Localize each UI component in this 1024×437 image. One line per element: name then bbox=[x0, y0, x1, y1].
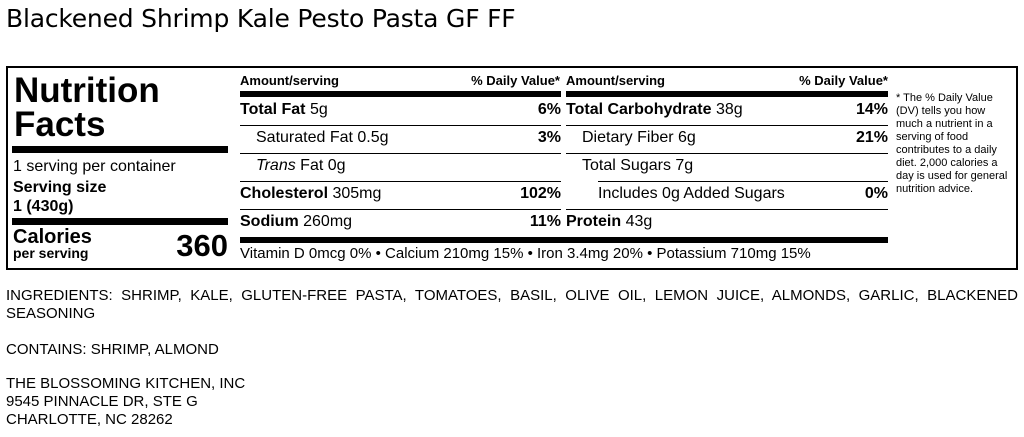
nutrient-amount: 7g bbox=[675, 157, 694, 174]
nutrient-amount: 260mg bbox=[303, 213, 353, 230]
daily-value-footnote: * The % Daily Value (DV) tells you how m… bbox=[896, 92, 1008, 195]
calories-label: Calories per serving bbox=[13, 226, 92, 261]
product-title: Blackened Shrimp Kale Pesto Pasta GF FF bbox=[6, 4, 516, 33]
nutrient-amount: 5g bbox=[309, 101, 328, 118]
nutrition-facts-heading: Nutrition Facts bbox=[14, 71, 160, 144]
row-divider bbox=[598, 181, 888, 182]
nutrient-row-cholesterol: Cholesterol 305mg 102% bbox=[240, 181, 561, 209]
nutrient-name: Total Carbohydrate bbox=[566, 101, 712, 118]
nutrient-name-italic: Trans bbox=[256, 157, 296, 174]
vitamins-minerals-line: Vitamin D 0mcg 0% • Calcium 210mg 15% • … bbox=[240, 245, 811, 262]
calories-sub-label: per serving bbox=[13, 245, 89, 261]
nutrient-amount: 38g bbox=[715, 101, 743, 118]
calories-label-text: Calories bbox=[13, 226, 92, 248]
amount-header-right: Amount/serving bbox=[566, 73, 665, 88]
amount-header-left: Amount/serving bbox=[240, 73, 339, 88]
nutrition-facts-panel: Nutrition Facts 1 serving per container … bbox=[6, 66, 1018, 270]
nutrient-amount: 0g bbox=[327, 157, 346, 174]
nutrient-row-total-fat: Total Fat 5g 6% bbox=[240, 97, 561, 125]
nutrient-row-protein: Protein 43g bbox=[566, 209, 888, 237]
vitamins-rule bbox=[240, 237, 888, 243]
nutrient-row-trans-fat: Trans Fat 0g bbox=[240, 153, 561, 181]
dv-header-right: % Daily Value* bbox=[799, 73, 888, 88]
nutrient-name: Fat bbox=[300, 157, 324, 174]
nutrient-row-dietary-fiber: Dietary Fiber 6g 21% bbox=[566, 125, 888, 153]
row-divider bbox=[240, 153, 561, 154]
manufacturer-address: THE BLOSSOMING KITCHEN, INC 9545 PINNACL… bbox=[6, 375, 245, 429]
nutrient-name: Saturated Fat bbox=[256, 129, 353, 146]
nutrient-dv: 0% bbox=[864, 185, 888, 202]
nutrient-name: Total Fat bbox=[240, 101, 306, 118]
calories-value: 360 bbox=[176, 228, 228, 263]
header-rule-left bbox=[240, 91, 561, 97]
row-divider bbox=[240, 209, 561, 210]
calories-divider bbox=[12, 218, 228, 225]
row-divider bbox=[240, 181, 561, 182]
nutrient-dv: 6% bbox=[537, 101, 561, 118]
heading-divider bbox=[12, 146, 228, 153]
nutrient-amount: 0.5g bbox=[357, 129, 389, 146]
nutrient-name: Dietary Fiber bbox=[582, 129, 674, 146]
dv-header-left: % Daily Value* bbox=[471, 73, 560, 88]
nutrient-amount: 43g bbox=[625, 213, 653, 230]
nutrient-row-total-sugars: Total Sugars 7g bbox=[566, 153, 888, 181]
serving-size: Serving size 1 (430g) bbox=[13, 178, 106, 216]
nutrient-name: Total Sugars bbox=[582, 157, 671, 174]
nutrient-name: Protein bbox=[566, 213, 622, 230]
row-divider bbox=[566, 209, 888, 210]
nutrient-dv: 21% bbox=[855, 129, 888, 146]
nutrient-amount: 305mg bbox=[332, 185, 382, 202]
nutrition-summary: Nutrition Facts 1 serving per container … bbox=[8, 68, 232, 268]
nutrient-dv: 102% bbox=[520, 185, 561, 202]
heading-line-1: Nutrition bbox=[14, 71, 160, 110]
row-divider bbox=[240, 125, 561, 126]
nutrient-name: Cholesterol bbox=[240, 185, 329, 202]
servings-per-container: 1 serving per container bbox=[13, 158, 176, 175]
row-divider bbox=[566, 153, 888, 154]
row-divider bbox=[566, 125, 888, 126]
nutrient-name: Includes 0g Added Sugars bbox=[598, 185, 785, 202]
address-line-1: THE BLOSSOMING KITCHEN, INC bbox=[6, 375, 246, 392]
nutrient-dv: 14% bbox=[855, 101, 888, 118]
nutrient-dv: 3% bbox=[537, 129, 561, 146]
nutrient-name: Sodium bbox=[240, 213, 299, 230]
nutrient-row-saturated-fat: Saturated Fat 0.5g 3% bbox=[240, 125, 561, 153]
address-line-2: 9545 PINNACLE DR, STE G bbox=[6, 393, 198, 410]
ingredients-list: INGREDIENTS: SHRIMP, KALE, GLUTEN-FREE P… bbox=[6, 287, 1018, 322]
serving-size-label: Serving size bbox=[13, 179, 107, 196]
nutrient-row-sodium: Sodium 260mg 11% bbox=[240, 209, 561, 237]
nutrient-row-added-sugars: Includes 0g Added Sugars 0% bbox=[566, 181, 888, 209]
heading-line-2: Facts bbox=[14, 105, 106, 144]
header-rule-right bbox=[566, 91, 888, 97]
nutrient-amount: 6g bbox=[678, 129, 696, 146]
nutrient-dv: 11% bbox=[529, 213, 561, 230]
address-line-3: CHARLOTTE, NC 28262 bbox=[6, 411, 173, 428]
allergen-statement: CONTAINS: SHRIMP, ALMOND bbox=[6, 341, 219, 358]
serving-size-value: 1 (430g) bbox=[13, 198, 74, 215]
nutrient-row-total-carbohydrate: Total Carbohydrate 38g 14% bbox=[566, 97, 888, 125]
